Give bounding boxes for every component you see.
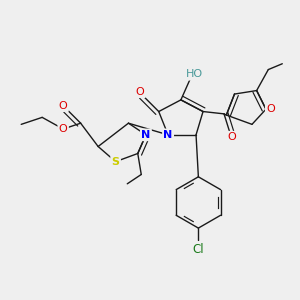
Text: O: O	[59, 101, 68, 111]
Text: O: O	[266, 104, 275, 114]
Text: Cl: Cl	[193, 243, 204, 256]
Text: N: N	[164, 130, 173, 140]
Text: O: O	[228, 132, 236, 142]
Text: S: S	[112, 157, 120, 167]
Text: O: O	[59, 124, 68, 134]
Text: HO: HO	[186, 69, 203, 79]
Text: O: O	[136, 87, 145, 97]
Text: N: N	[141, 130, 151, 140]
